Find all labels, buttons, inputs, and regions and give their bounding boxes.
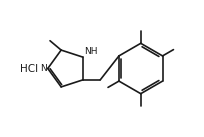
Text: N: N — [40, 64, 47, 73]
Text: NH: NH — [84, 47, 98, 56]
Text: HCl: HCl — [20, 64, 38, 73]
